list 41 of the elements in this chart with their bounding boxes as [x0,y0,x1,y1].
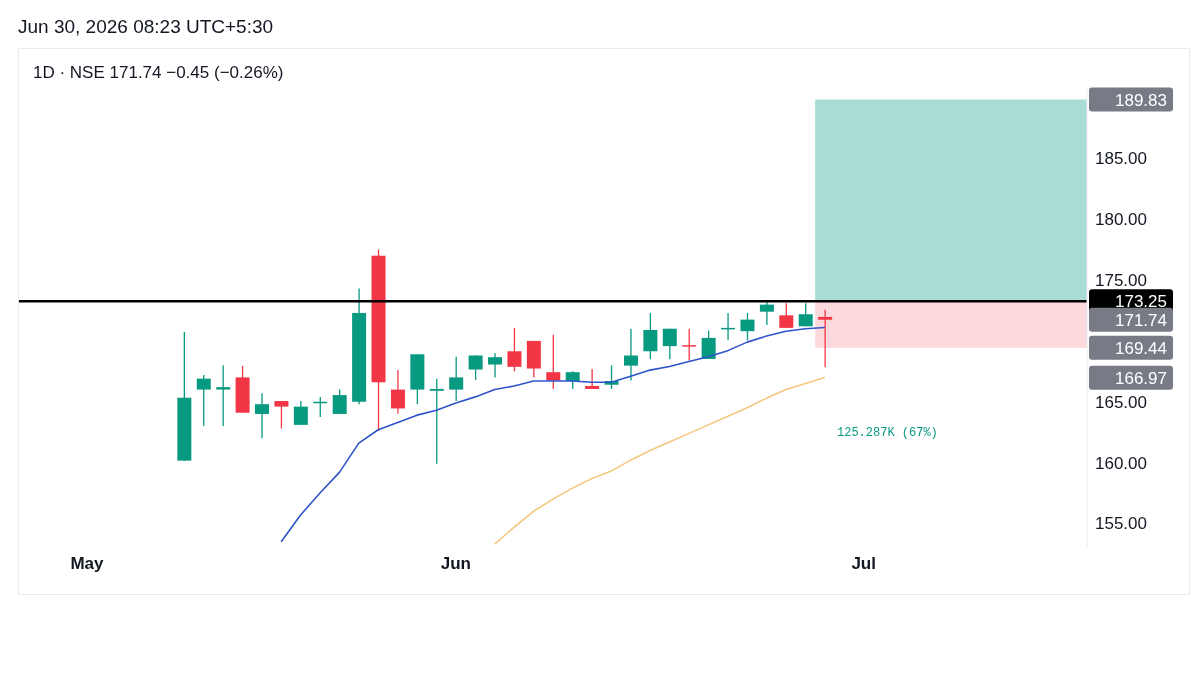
candlestick [546,334,561,390]
text: 169.44 [1115,338,1167,358]
x-tick-label: May [70,554,105,574]
text: 166.97 [1115,368,1167,388]
candlestick [759,300,774,326]
candlestick [390,369,405,415]
candlestick [216,364,231,427]
chart-subtitle: 1D · NSE 171.74 −0.45 (−0.26%) [33,63,284,83]
candlestick [429,377,444,465]
candlestick [488,352,503,379]
chart-title: Jun 30, 2026 08:23 UTC+5:30 [18,16,274,38]
candlestick [643,312,658,360]
candlestick [740,312,755,341]
line-series [493,376,826,545]
candlestick [623,328,638,382]
candlestick [293,400,308,426]
y-tick-label: 155.00 [1095,514,1147,534]
candlestick [274,400,289,430]
text: 171.74 [1115,310,1167,330]
candlestick [585,368,600,390]
text: 189.83 [1115,90,1167,110]
candlestick [196,374,211,427]
y-tick-label: 165.00 [1095,392,1147,412]
candlestick [662,328,677,360]
annotation: 125.287K (67%) [837,426,938,440]
candlestick [332,388,347,415]
candlestick [255,392,270,439]
ref-line-label: 173.25 [1115,292,1167,312]
y-tick-label: 175.00 [1095,271,1147,291]
candlestick [818,308,833,368]
candlestick [701,329,716,360]
candlestick [779,302,794,329]
candlestick [507,327,522,372]
candlestick [449,356,464,402]
y-tick-label: 185.00 [1095,149,1147,169]
candlestick [468,354,483,381]
y-tick-label: 180.00 [1095,210,1147,230]
y-tick-label: 160.00 [1095,453,1147,473]
x-tick-label: Jun [440,554,472,574]
x-tick-label: Jul [851,554,876,574]
candlestick [682,328,697,362]
